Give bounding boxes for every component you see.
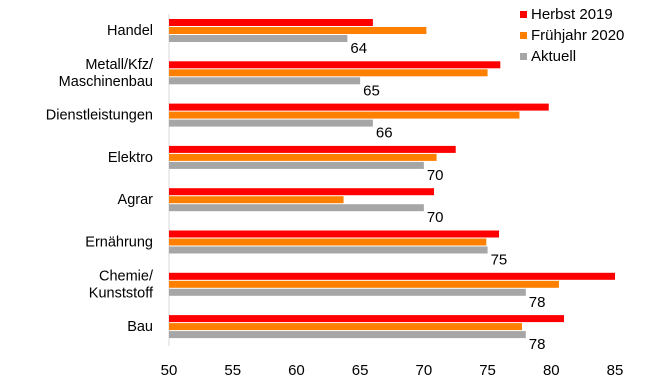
bar-herbst-2019-4 xyxy=(169,188,435,196)
x-tick-label-75: 75 xyxy=(479,362,496,379)
category-label-2: Dienstleistungen xyxy=(46,108,153,124)
bar-aktuell-2 xyxy=(169,119,373,127)
bar-fr-hjahr-2020-5 xyxy=(169,238,487,246)
bar-herbst-2019-1 xyxy=(169,61,501,69)
bar-fr-hjahr-2020-0 xyxy=(169,27,427,34)
bar-aktuell-3 xyxy=(169,161,424,169)
legend-label-0: Herbst 2019 xyxy=(531,6,613,23)
category-label-1: Metall/Kfz/Maschinenbau xyxy=(59,57,154,90)
bar-herbst-2019-0 xyxy=(169,19,373,26)
x-tick-label-85: 85 xyxy=(607,362,624,379)
bar-herbst-2019-3 xyxy=(169,145,456,153)
bar-series-group xyxy=(169,19,615,339)
legend-label-1: Frühjahr 2020 xyxy=(531,27,624,44)
bar-herbst-2019-2 xyxy=(169,103,549,111)
bar-fr-hjahr-2020-1 xyxy=(169,69,488,77)
bar-herbst-2019-7 xyxy=(169,315,565,323)
x-tick-label-60: 60 xyxy=(288,362,305,379)
bar-aktuell-5 xyxy=(169,246,488,254)
bar-aktuell-7 xyxy=(169,331,526,339)
bar-fr-hjahr-2020-4 xyxy=(169,196,344,204)
category-label-6: Chemie/Kunststoff xyxy=(89,268,154,301)
data-label-6: 78 xyxy=(529,294,546,311)
data-label-7: 78 xyxy=(529,336,546,353)
x-tick-label-50: 50 xyxy=(161,362,178,379)
bar-fr-hjahr-2020-6 xyxy=(169,280,559,288)
bar-fr-hjahr-2020-7 xyxy=(169,323,522,331)
data-label-5: 75 xyxy=(491,252,508,269)
data-label-1: 65 xyxy=(363,82,380,99)
x-tick-label-70: 70 xyxy=(416,362,433,379)
data-label-4: 70 xyxy=(427,209,444,226)
x-tick-label-80: 80 xyxy=(543,362,560,379)
x-axis-tick-labels: 50 55 60 65 70 75 80 85 xyxy=(161,362,624,379)
bar-aktuell-1 xyxy=(169,77,361,85)
data-label-0: 64 xyxy=(350,40,367,57)
category-label-3: Elektro xyxy=(108,150,153,166)
legend-label-2: Aktuell xyxy=(531,48,576,65)
bar-herbst-2019-6 xyxy=(169,272,615,280)
category-label-5: Ernährung xyxy=(85,235,153,251)
x-tick-label-55: 55 xyxy=(224,362,241,379)
bar-fr-hjahr-2020-2 xyxy=(169,111,520,119)
bar-aktuell-4 xyxy=(169,204,424,212)
legend-swatch-0 xyxy=(520,11,527,18)
legend: Herbst 2019 Frühjahr 2020 Aktuell xyxy=(520,6,624,65)
legend-swatch-2 xyxy=(520,53,527,60)
x-tick-label-65: 65 xyxy=(352,362,369,379)
category-label-4: Agrar xyxy=(118,192,154,208)
bar-fr-hjahr-2020-3 xyxy=(169,153,437,161)
legend-swatch-1 xyxy=(520,32,527,39)
bar-aktuell-6 xyxy=(169,288,526,296)
bar-aktuell-0 xyxy=(169,35,348,42)
data-label-2: 66 xyxy=(376,125,393,142)
bar-herbst-2019-5 xyxy=(169,230,500,238)
category-label-0: Handel xyxy=(107,23,153,39)
category-labels: Handel Metall/Kfz/Maschinenbau Dienstleist… xyxy=(46,23,154,335)
category-label-7: Bau xyxy=(127,319,153,335)
data-label-3: 70 xyxy=(427,167,444,184)
data-labels: 64 65 66 70 70 75 78 78 xyxy=(350,40,545,353)
